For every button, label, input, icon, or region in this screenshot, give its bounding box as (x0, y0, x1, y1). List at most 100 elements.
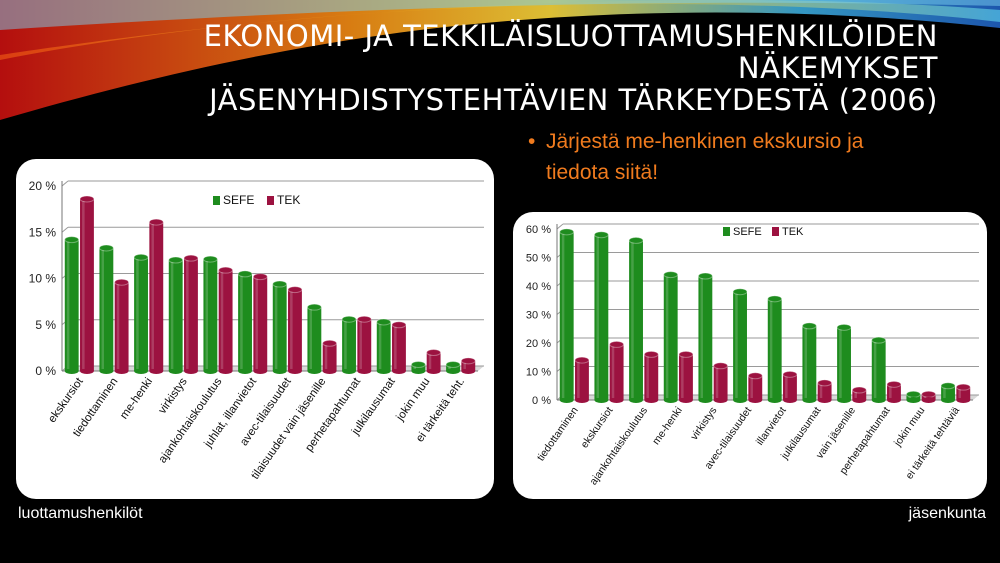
bar-highlight (101, 249, 105, 369)
bar-sefe (871, 340, 886, 400)
legend-label-sefe: SEFE (223, 193, 254, 207)
bar-tek (322, 343, 337, 371)
bar-top-sefe (410, 361, 426, 369)
bar-sefe (238, 273, 252, 371)
bar-top-sefe (202, 255, 218, 263)
bar-base-sefe (446, 368, 460, 374)
x-category-label: ekskursiot (579, 405, 616, 451)
x-category-label: jokin muu (891, 405, 927, 450)
bar-sefe (594, 234, 609, 400)
bar-top-tek (817, 379, 833, 387)
bar-base-tek (461, 368, 476, 374)
bar-base-tek (149, 368, 164, 374)
bar-base-sefe (168, 368, 183, 374)
bar-top-tek (678, 350, 694, 358)
legend-label-sefe: SEFE (733, 226, 762, 238)
bar-sefe (837, 327, 851, 400)
bar-top-tek (356, 315, 372, 323)
bar-highlight (750, 377, 753, 398)
bar-highlight (448, 366, 451, 369)
bullet-line-1: Järjestä me-henkinen ekskursio ja (546, 130, 864, 153)
bar-tek (357, 319, 372, 371)
bar-base-tek (392, 368, 406, 374)
bar-highlight (394, 326, 397, 369)
bar-top-sefe (836, 323, 852, 331)
bar-sefe (134, 257, 148, 371)
bar-highlight (943, 387, 946, 398)
caption-luottamushenkilot: luottamushenkilöt (18, 505, 143, 522)
bar-tek (288, 289, 302, 371)
bar-top-sefe (628, 236, 644, 244)
bar-sefe (559, 231, 574, 400)
bar-highlight (873, 342, 877, 398)
bar-tek (149, 222, 164, 371)
bar-base-sefe (594, 397, 609, 403)
x-category-label: me-henki (118, 376, 155, 422)
y-tick-label: 10 % (29, 272, 57, 286)
bar-highlight (923, 396, 927, 398)
bar-highlight (324, 345, 328, 369)
bar-tek (783, 374, 797, 400)
bar-sefe (802, 325, 817, 400)
bar-top-sefe (663, 271, 679, 279)
bar-highlight (665, 276, 669, 398)
bar-tek (253, 276, 268, 371)
bar-tek (748, 375, 763, 400)
bullet-dot-icon: • (528, 130, 536, 153)
title-line-1: EKONOMI- JA TEKKILÄISLUOTTAMUSHENKILÖIDE… (203, 19, 938, 85)
bar-top-sefe (341, 315, 357, 323)
bar-base-tek (713, 397, 728, 403)
caption-jasenkunta: jäsenkunta (908, 505, 986, 522)
bar-tek (679, 354, 693, 400)
bar-highlight (908, 396, 912, 398)
bar-highlight (290, 291, 293, 369)
bar-base-tek (783, 397, 797, 403)
bar-highlight (577, 362, 580, 398)
bar-highlight (889, 386, 892, 398)
bar-base-tek (184, 368, 198, 374)
bar-highlight (804, 327, 808, 398)
bar-base-tek (852, 397, 867, 403)
bar-highlight (309, 309, 313, 369)
bar-base-sefe (238, 368, 252, 374)
bar-base-tek (80, 368, 94, 374)
bar-top-sefe (871, 336, 887, 344)
bar-sefe (411, 364, 426, 371)
bar-base-sefe (871, 397, 886, 403)
bar-base-sefe (272, 368, 287, 374)
bar-base-sefe (203, 368, 218, 374)
bar-top-tek (148, 218, 164, 226)
bar-base-tek (357, 368, 372, 374)
bar-sefe (733, 291, 747, 400)
bar-top-tek (183, 254, 199, 262)
bar-tek (713, 365, 728, 400)
bar-tek (817, 382, 832, 400)
bar-top-tek (955, 383, 971, 391)
x-category-label: jokin muu (394, 376, 433, 424)
bar-highlight (631, 242, 634, 398)
bar-top-sefe (940, 382, 956, 390)
bar-top-sefe (272, 280, 288, 288)
bar-top-tek (287, 286, 303, 294)
bar-sefe (203, 259, 218, 371)
legend-label-tek: TEK (277, 193, 300, 207)
bar-highlight (205, 261, 209, 369)
legend-swatch-sefe (213, 196, 220, 205)
bar-base-sefe (134, 368, 148, 374)
bar-top-tek (713, 362, 729, 370)
bar-top-tek (460, 357, 476, 365)
bar-top-sefe (133, 253, 149, 261)
y-tick-label: 60 % (526, 224, 551, 236)
x-category-label: me-henki (650, 405, 685, 447)
bar-top-sefe (168, 256, 184, 264)
bar-top-sefe (376, 318, 392, 326)
y-tick-label: 0 % (532, 395, 551, 407)
bar-highlight (220, 272, 224, 369)
bar-highlight (715, 367, 719, 398)
bullet-line-2: tiedota siitä! (546, 161, 659, 184)
bar-top-sefe (64, 236, 80, 244)
bar-top-sefe (593, 231, 609, 239)
bar-highlight (82, 200, 85, 369)
bar-tek (644, 354, 659, 400)
bar-top-sefe (559, 228, 575, 236)
